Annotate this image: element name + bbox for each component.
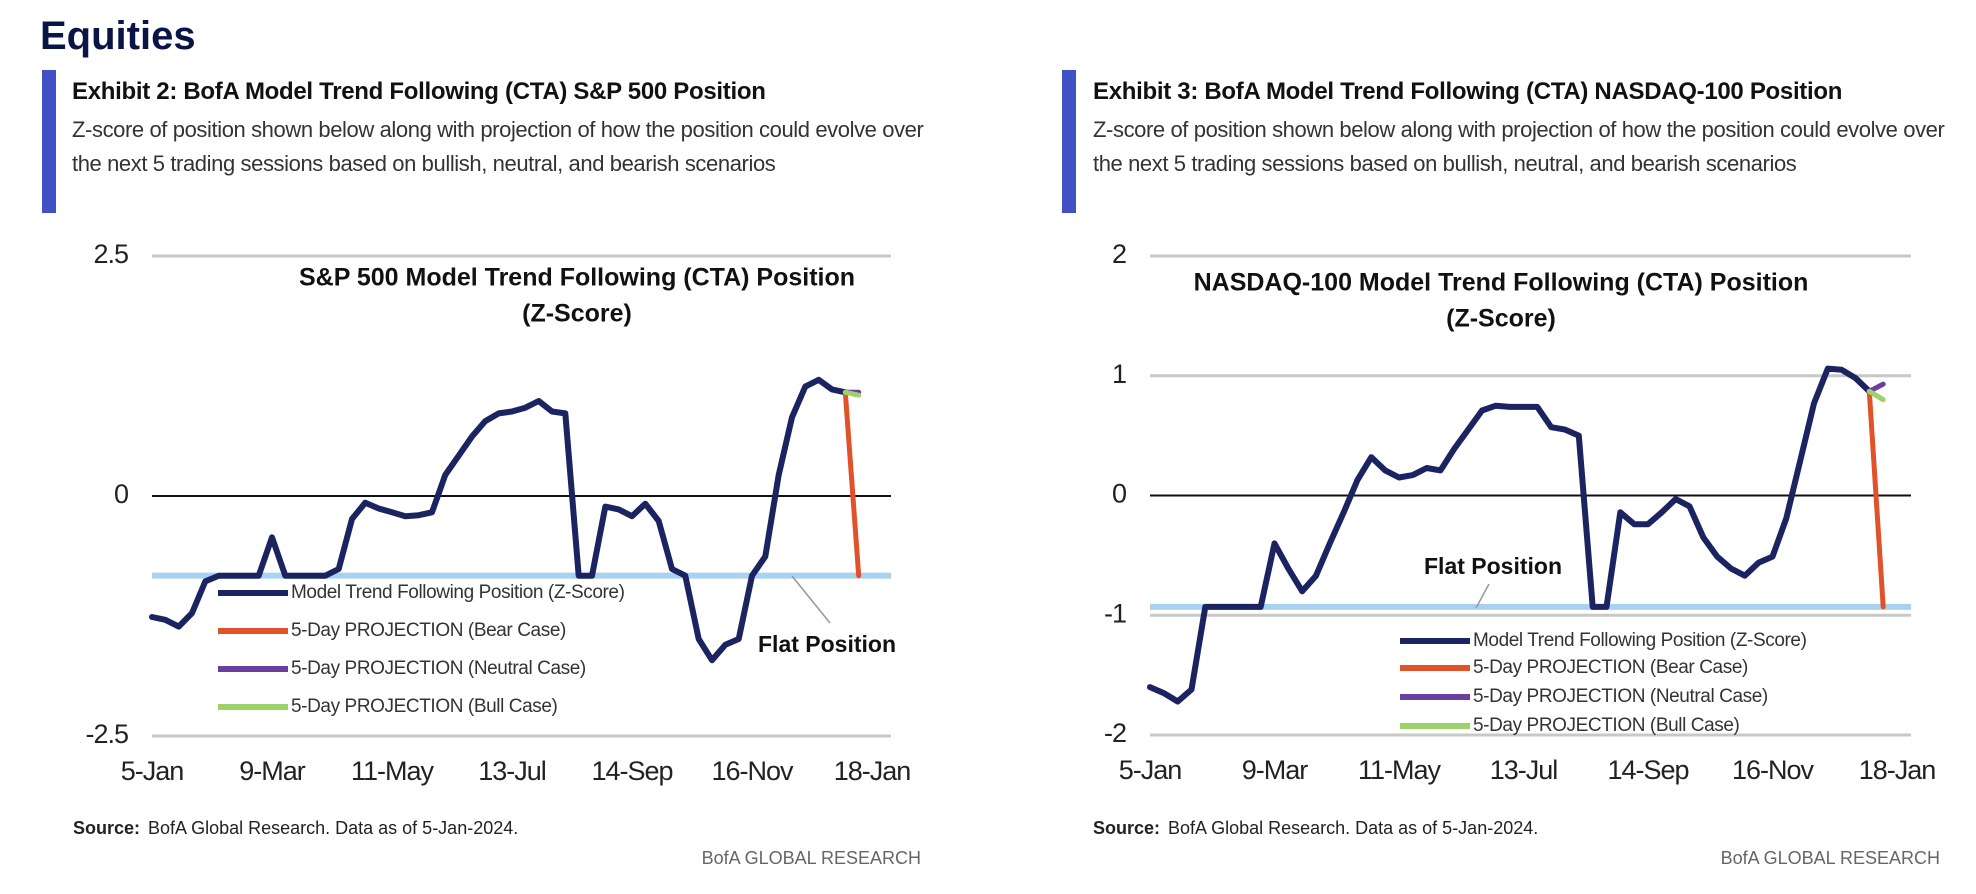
subtitle: Z-score of position shown below along wi… <box>1093 117 1945 176</box>
accent-bar <box>1062 70 1076 213</box>
source: Source: BofA Global Research. Data as of … <box>1093 818 1538 839</box>
source-label: Source: <box>73 818 141 838</box>
chart-title: S&P 500 Model Trend Following (CTA) Posi… <box>299 264 855 292</box>
legend-label: 5-Day PROJECTION (Bull Case) <box>1473 715 1740 736</box>
source-text: BofA Global Research. Data as of 5-Jan-2… <box>1168 818 1539 838</box>
flat-leader <box>1475 583 1490 609</box>
chart-title: (Z-Score) <box>1446 305 1556 333</box>
chart-title: NASDAQ-100 Model Trend Following (CTA) P… <box>1194 269 1809 297</box>
x-tick-label: 14-Sep <box>591 756 672 786</box>
exhibit-title: Exhibit 3: BofA Model Trend Following (C… <box>1093 78 1843 105</box>
y-tick-label: 0 <box>114 479 128 509</box>
y-tick-label: 0 <box>1112 479 1126 509</box>
flat-label: Flat Position <box>1424 553 1562 579</box>
chart-title: (Z-Score) <box>522 300 632 328</box>
flat-leader <box>791 575 831 624</box>
y-tick-label: -1 <box>1104 598 1126 628</box>
series-line <box>1866 388 1886 403</box>
source: Source: BofA Global Research. Data as of … <box>73 818 518 839</box>
credit: BofA GLOBAL RESEARCH <box>701 848 921 868</box>
legend-label: 5-Day PROJECTION (Bear Case) <box>291 620 566 641</box>
x-tick-label: 18-Jan <box>1859 755 1936 785</box>
x-tick-label: 13-Jul <box>1490 755 1558 785</box>
heading: Equities <box>40 14 196 58</box>
x-tick-label: 5-Jan <box>1119 755 1182 785</box>
x-tick-label: 18-Jan <box>834 756 911 786</box>
x-tick-label: 9-Mar <box>1242 755 1309 785</box>
legend-label: Model Trend Following Position (Z-Score) <box>291 582 625 603</box>
legend-label: 5-Day PROJECTION (Bull Case) <box>291 696 558 717</box>
flat-label: Flat Position <box>758 631 896 657</box>
x-tick-label: 9-Mar <box>239 756 306 786</box>
accent-bar <box>42 70 56 213</box>
y-tick-label: -2.5 <box>85 719 128 749</box>
x-tick-label: 11-May <box>351 756 435 786</box>
y-tick-label: -2 <box>1104 718 1126 748</box>
series-line <box>842 389 862 579</box>
credit: BofA GLOBAL RESEARCH <box>1720 848 1940 868</box>
legend-label: 5-Day PROJECTION (Neutral Case) <box>291 658 586 679</box>
source-text: BofA Global Research. Data as of 5-Jan-2… <box>148 818 519 838</box>
x-tick-label: 5-Jan <box>121 756 184 786</box>
y-tick-label: 2 <box>1112 239 1126 269</box>
x-tick-label: 16-Nov <box>711 756 794 786</box>
series-line <box>1866 388 1886 610</box>
series-line <box>842 389 862 398</box>
x-tick-label: 11-May <box>1358 755 1442 785</box>
series-line <box>149 376 849 664</box>
legend-label: 5-Day PROJECTION (Neutral Case) <box>1473 686 1768 707</box>
x-tick-label: 13-Jul <box>478 756 546 786</box>
legend-label: 5-Day PROJECTION (Bear Case) <box>1473 657 1748 678</box>
x-tick-label: 14-Sep <box>1607 755 1688 785</box>
y-tick-label: 1 <box>1112 359 1126 389</box>
y-tick-label: 2.5 <box>93 239 128 269</box>
source-label: Source: <box>1093 818 1161 838</box>
x-tick-label: 16-Nov <box>1732 755 1815 785</box>
subtitle: Z-score of position shown below along wi… <box>72 117 924 176</box>
series-line <box>1147 365 1873 705</box>
legend-label: Model Trend Following Position (Z-Score) <box>1473 630 1807 651</box>
exhibit-title: Exhibit 2: BofA Model Trend Following (C… <box>72 78 766 105</box>
